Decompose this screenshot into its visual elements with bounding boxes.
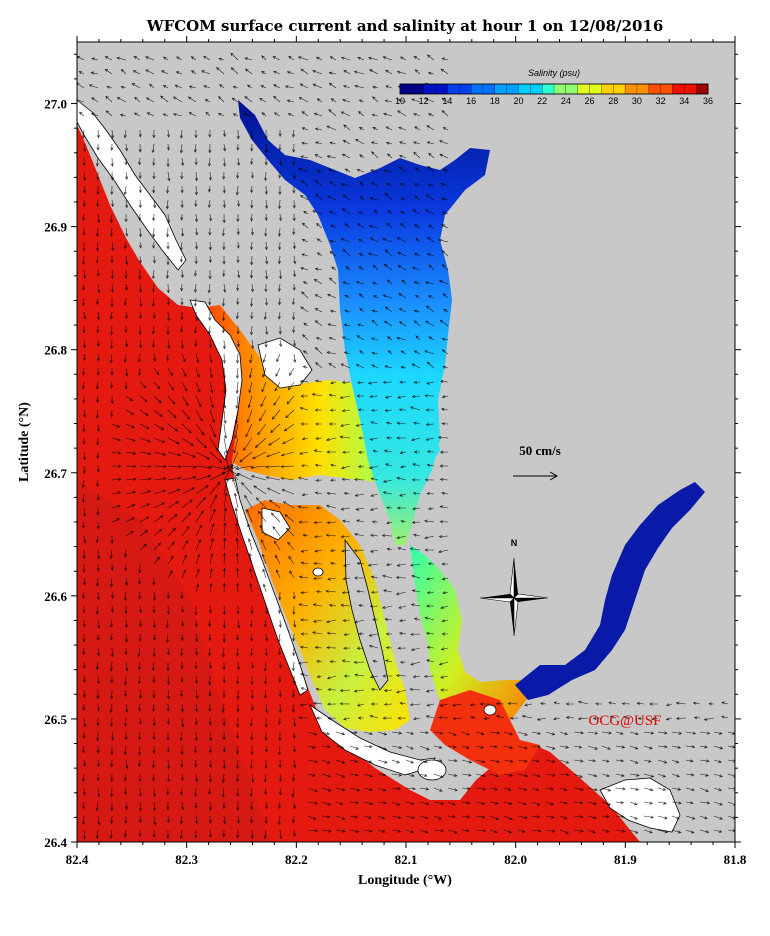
colorbar-tick-label: 32 — [656, 96, 666, 106]
colorbar-cell — [672, 83, 685, 95]
barrier-island-gasparilla — [189, 299, 243, 461]
map-area — [77, 42, 735, 842]
colorbar-cell — [577, 83, 590, 95]
colorbar-cell — [636, 83, 650, 95]
scale-arrow-head — [549, 471, 559, 481]
colorbar-tick-label: 34 — [679, 96, 689, 106]
colorbar-cell — [601, 83, 614, 95]
x-tick-label: 82.3 — [175, 852, 198, 867]
scale-label: 50 cm/s — [519, 443, 561, 458]
salinity-colorbar: Salinity (psu) 10 12 14 16 18 20 22 24 26 28 30 32 3… — [395, 68, 713, 106]
colorbar-tick-label: 12 — [419, 96, 429, 106]
colorbar-tick-label: 36 — [703, 96, 713, 106]
colorbar-cell — [482, 83, 496, 95]
bay-islands-north — [257, 337, 313, 389]
charlotte-harbor-peace-river — [238, 100, 490, 545]
island-small-1 — [417, 759, 447, 781]
colorbar-cell — [470, 83, 484, 95]
y-tick-label: 26.4 — [44, 835, 67, 850]
colorbar-cell — [518, 83, 531, 95]
y-tick-label: 26.5 — [44, 712, 67, 727]
chart-title: WFCOM surface current and salinity at ho… — [146, 17, 664, 35]
colorbar-cell — [530, 83, 543, 95]
credit-label: OCG@USF — [588, 713, 661, 729]
colorbar-tick-label: 14 — [442, 96, 452, 106]
colorbar-cell — [696, 83, 709, 95]
colorbar-title: Salinity (psu) — [528, 68, 580, 78]
colorbar-tick-label: 20 — [513, 96, 523, 106]
y-tick-label: 26.9 — [44, 220, 67, 235]
compass-rose: N — [479, 538, 549, 637]
colorbar-tick-label: 16 — [466, 96, 476, 106]
caloosahatchee-estuary — [410, 545, 530, 740]
colorbar-tick-label: 22 — [537, 96, 547, 106]
x-tick-label: 82.4 — [66, 852, 89, 867]
colorbar-cell — [506, 83, 519, 95]
barrier-island-north — [77, 99, 187, 271]
colorbar-cell — [399, 83, 413, 95]
pine-island-sound — [245, 500, 410, 732]
colorbar-cell — [684, 83, 697, 95]
colorbar-tick-label: 26 — [585, 96, 595, 106]
current-vectors — [77, 52, 735, 840]
east-coast-islands — [599, 777, 681, 833]
colorbar-cell — [553, 83, 567, 95]
colorbar-cell — [447, 83, 460, 95]
colorbar-cell — [624, 83, 638, 95]
colorbar-tick-label: 28 — [608, 96, 618, 106]
sound-islands — [261, 507, 291, 541]
y-tick-label: 26.8 — [44, 343, 67, 358]
gulf-of-mexico — [77, 125, 640, 842]
x-tick-label: 81.9 — [614, 852, 637, 867]
colorbar-cell — [411, 83, 425, 95]
y-tick-label: 27.0 — [44, 97, 67, 112]
colorbar-cell — [423, 83, 436, 95]
colorbar-tick-label: 10 — [395, 96, 405, 106]
y-tick-label: 26.6 — [44, 589, 67, 604]
y-tick-label: 26.7 — [44, 466, 67, 481]
colorbar-tick-label: 24 — [561, 96, 571, 106]
island-small-2 — [483, 704, 497, 716]
colorbar-cell — [660, 83, 673, 95]
island-small-3 — [312, 567, 324, 577]
colorbar-cell — [435, 83, 448, 95]
x-axis-label: Longitude (°W) — [358, 873, 452, 888]
y-axis: 26.4 26.5 26.6 26.7 26.8 26.9 27.0 — [44, 53, 741, 850]
colorbar-cell — [648, 83, 662, 95]
x-tick-label: 82.2 — [285, 852, 308, 867]
x-axis: 82.4 82.3 82.2 82.1 82.0 81.9 81.8 — [66, 36, 747, 867]
colorbar-cell — [565, 83, 579, 95]
colorbar-cell — [459, 83, 472, 95]
colorbar-cell — [542, 83, 555, 95]
caloosahatchee-river — [515, 482, 705, 700]
estero-bay — [430, 690, 540, 775]
x-tick-label: 81.8 — [724, 852, 747, 867]
colorbar-tick-label: 18 — [490, 96, 500, 106]
colorbar-cell — [589, 83, 602, 95]
compass-north-label: N — [511, 538, 518, 548]
x-tick-label: 82.0 — [504, 852, 527, 867]
colorbar-cell — [613, 83, 626, 95]
colorbar-cell — [494, 83, 508, 95]
y-axis-label: Latitude (°N) — [17, 402, 32, 482]
x-tick-label: 82.1 — [395, 852, 418, 867]
velocity-scale: 50 cm/s — [513, 443, 561, 481]
colorbar-tick-label: 30 — [632, 96, 642, 106]
